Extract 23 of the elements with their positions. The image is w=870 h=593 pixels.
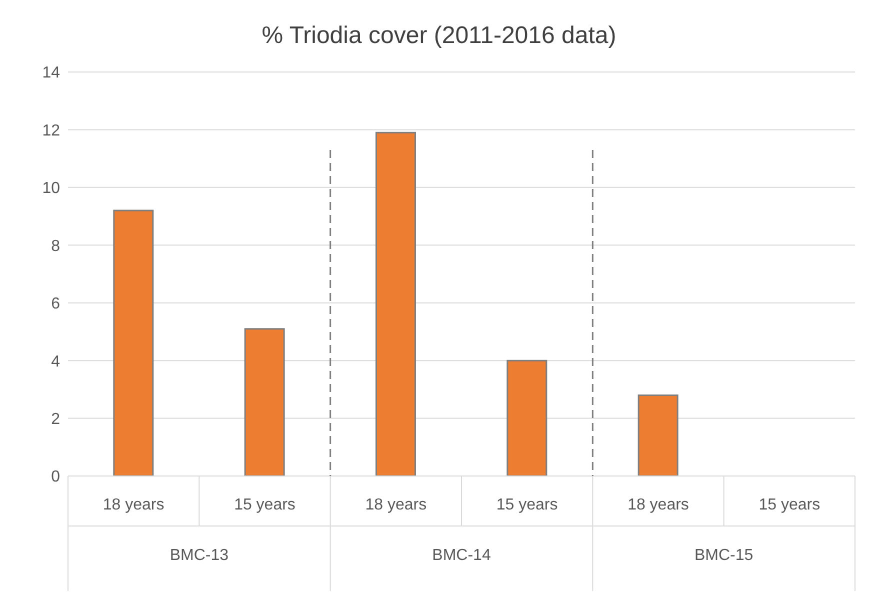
bar — [375, 132, 416, 476]
x-tick-label: 15 years — [758, 496, 820, 514]
bar — [244, 328, 285, 476]
y-tick-label: 4 — [51, 353, 60, 370]
x-tick-label: 18 years — [365, 496, 427, 514]
text: BMC-13 — [170, 547, 229, 564]
y-tick-label: 0 — [51, 468, 60, 486]
bar — [638, 394, 678, 476]
x-tick-label: 18 years — [102, 496, 164, 514]
bar — [506, 360, 548, 476]
text: BMC-15 — [694, 547, 754, 564]
x-tick-label: 15 years — [496, 496, 558, 514]
text: BMC-14 — [432, 547, 491, 564]
y-tick-label: 2 — [51, 410, 60, 428]
bar — [113, 210, 154, 476]
x-tick-label: 15 years — [234, 496, 296, 514]
y-tick-label: 12 — [42, 122, 60, 140]
chart-title: % Triodia cover (2011-2016 data) — [260, 22, 618, 50]
y-tick-label: 10 — [42, 180, 60, 198]
x-tick-label: 18 years — [628, 496, 689, 514]
y-tick-label: 6 — [51, 296, 60, 313]
y-tick-label: 14 — [42, 64, 60, 82]
y-tick-label: 8 — [51, 238, 60, 255]
